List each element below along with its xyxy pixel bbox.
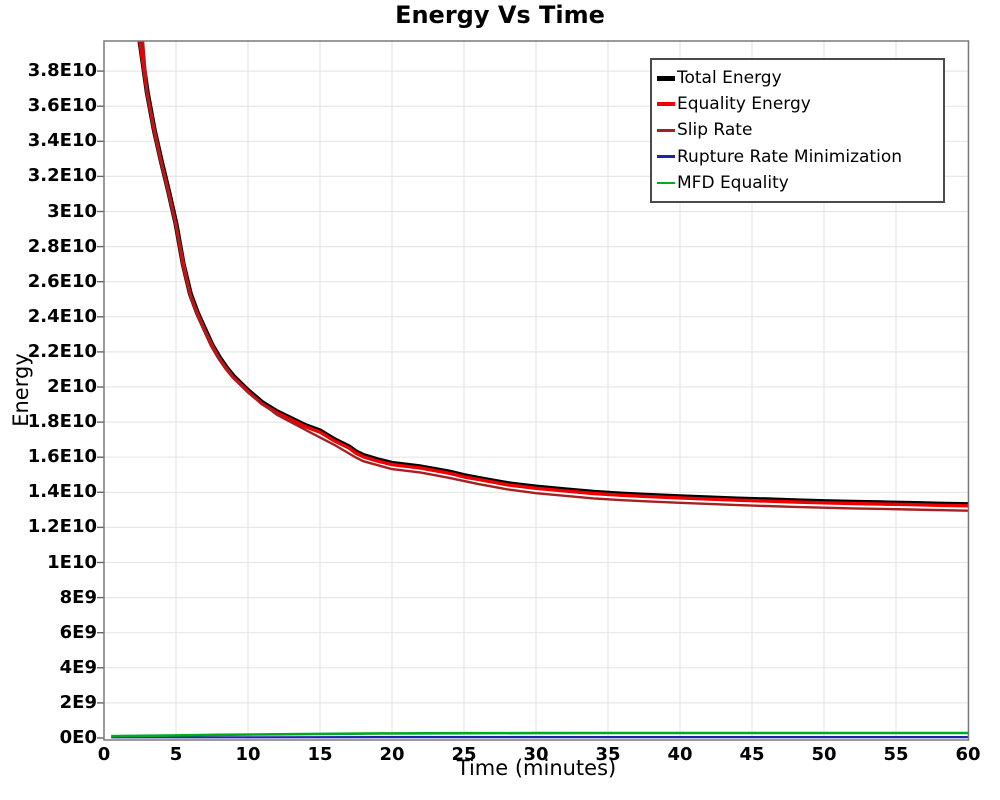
x-tick-label: 35 xyxy=(595,744,621,765)
mfd-equality-line xyxy=(111,731,968,738)
legend-item-slip-rate: Slip Rate xyxy=(657,120,941,140)
y-tick-label: 4E9 xyxy=(59,656,97,678)
x-tick-label: 25 xyxy=(451,744,477,765)
legend-label: Rupture Rate Minimization xyxy=(677,146,902,167)
legend-swatch-total-energy xyxy=(657,75,675,81)
y-tick-label: 1.4E10 xyxy=(27,481,97,503)
y-tick-label: 1E10 xyxy=(47,551,97,573)
legend-item-equality-energy: Equality Energy xyxy=(657,94,941,114)
y-tick-label: 1.8E10 xyxy=(27,411,97,433)
y-tick-label: 6E9 xyxy=(59,621,97,643)
legend-item-rupture-rate-minimization: Rupture Rate Minimization xyxy=(657,147,941,167)
y-tick-label: 2.2E10 xyxy=(27,340,97,362)
x-tick-label: 10 xyxy=(235,744,261,765)
x-tick-label: 50 xyxy=(811,744,837,765)
x-tick-label: 60 xyxy=(955,744,981,765)
y-tick-label: 8E9 xyxy=(59,586,97,608)
y-tick-label: 3E10 xyxy=(47,200,97,222)
legend-swatch-mfd-equality xyxy=(657,181,675,185)
legend-label: MFD Equality xyxy=(677,172,789,193)
y-tick-label: 3.8E10 xyxy=(27,60,97,82)
chart-title: Energy Vs Time xyxy=(395,1,605,29)
legend-label: Total Energy xyxy=(677,68,782,89)
plot-border xyxy=(103,40,970,741)
y-tick-label: 2.6E10 xyxy=(27,270,97,292)
y-tick-label: 2.4E10 xyxy=(27,305,97,327)
x-tick-label: 15 xyxy=(307,744,333,765)
x-tick-label: 45 xyxy=(739,744,765,765)
x-tick-label: 0 xyxy=(97,744,111,765)
legend-swatch-equality-energy xyxy=(657,102,675,107)
legend-item-mfd-equality: MFD Equality xyxy=(657,173,941,193)
legend-swatch-rupture-rate-minimization xyxy=(657,155,675,158)
y-tick-label: 2E9 xyxy=(59,691,97,713)
y-tick-label: 3.6E10 xyxy=(27,95,97,117)
x-tick-label: 55 xyxy=(883,744,909,765)
y-tick-label: 3.2E10 xyxy=(27,165,97,187)
x-tick-label: 30 xyxy=(523,744,549,765)
y-tick-label: 2E10 xyxy=(47,376,97,397)
x-tick-label: 20 xyxy=(379,744,405,765)
y-tick-label: 2.8E10 xyxy=(27,235,97,257)
legend-label: Slip Rate xyxy=(677,120,753,141)
legend-item-total-energy: Total Energy xyxy=(657,68,941,88)
x-axis-title: Time (minutes) xyxy=(456,756,617,780)
y-tick-label: 0E0 xyxy=(59,727,97,748)
y-tick-label: 3.4E10 xyxy=(27,130,97,152)
legend-label: Equality Energy xyxy=(677,94,811,115)
y-tick-label: 1.2E10 xyxy=(27,516,97,538)
legend-swatch-slip-rate xyxy=(657,129,675,132)
slip-rate-line xyxy=(141,41,969,512)
x-tick-label: 40 xyxy=(667,744,693,765)
x-tick-label: 5 xyxy=(169,744,183,765)
legend: Total Energy Equality Energy Slip Rate R… xyxy=(650,58,945,203)
y-tick-label: 1.6E10 xyxy=(27,446,97,468)
